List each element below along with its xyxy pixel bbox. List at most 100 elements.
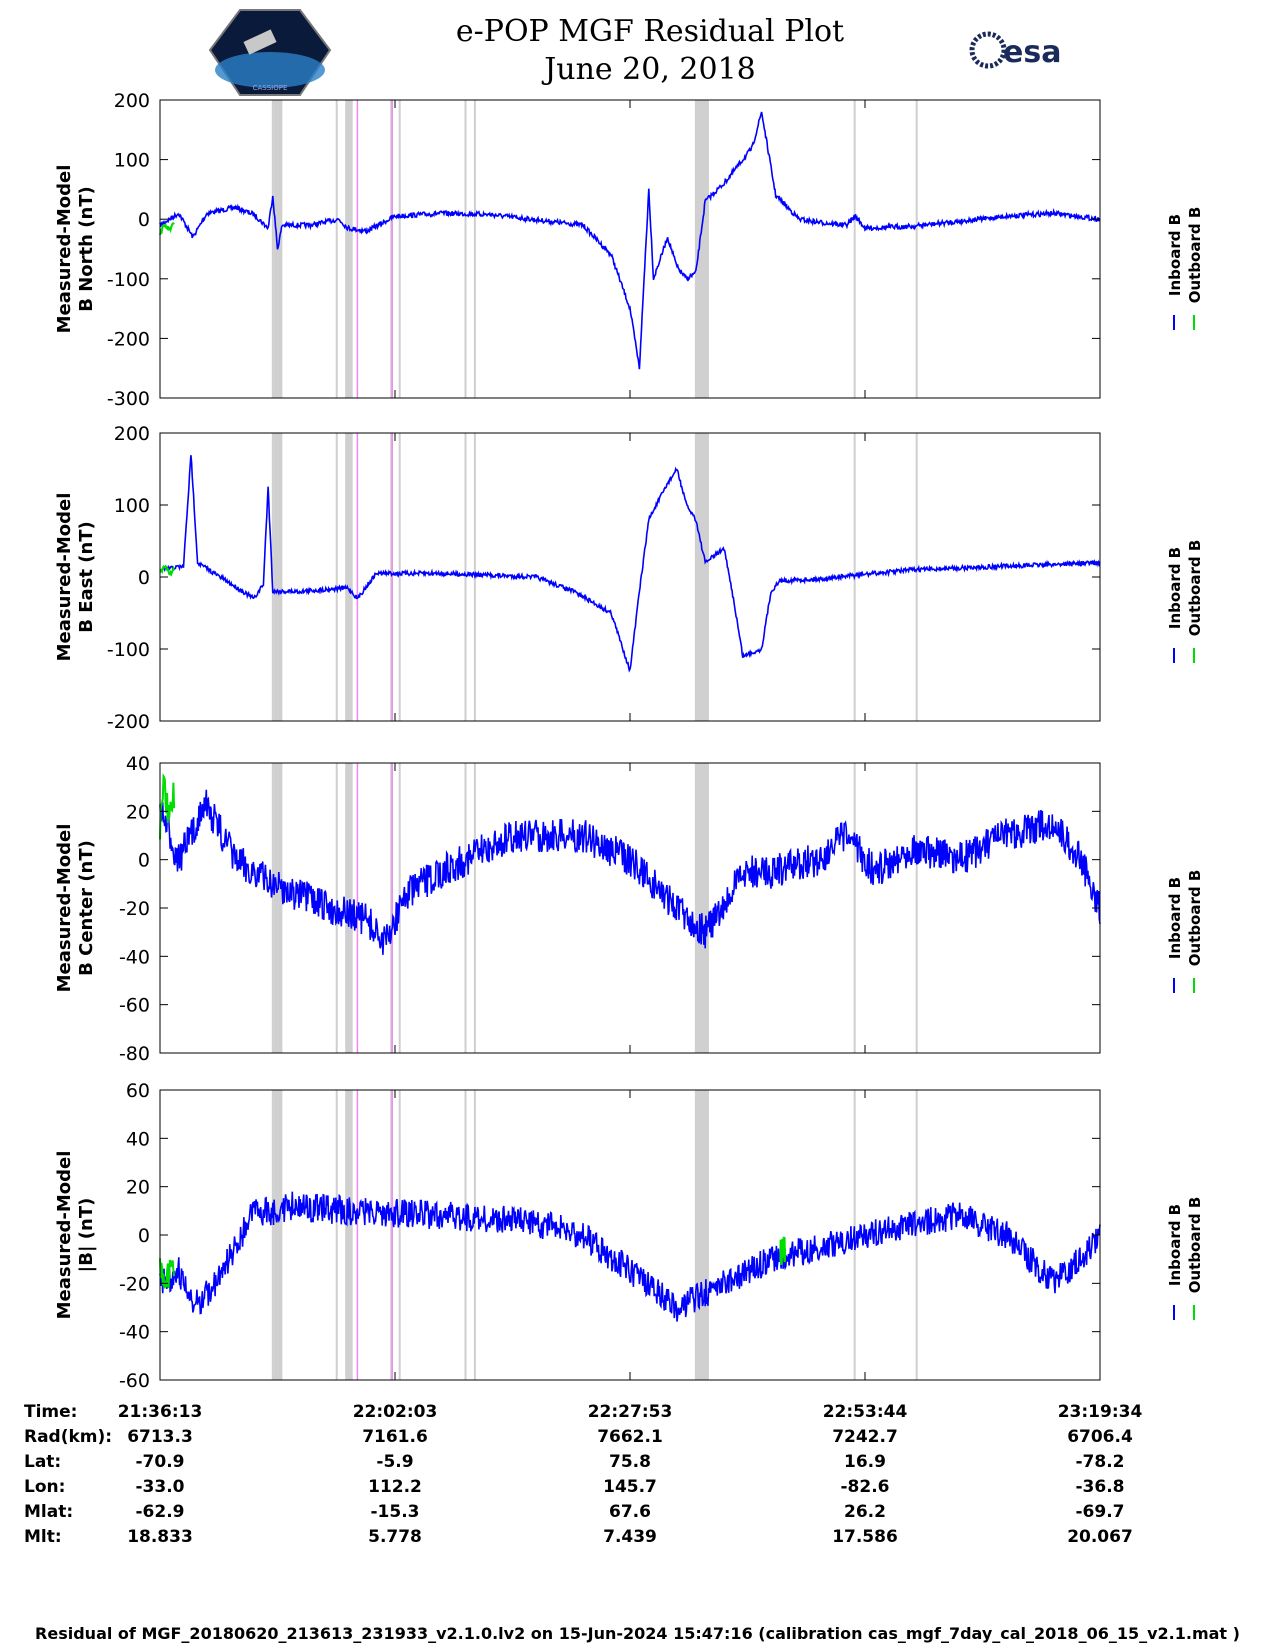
y-tick-label: -80	[119, 1043, 150, 1065]
y-tick-label: 200	[114, 423, 150, 445]
ephemeris-label: Mlt:	[24, 1527, 62, 1547]
y-tick-label: 200	[114, 90, 150, 112]
chart-title-line2: June 20, 2018	[544, 52, 756, 87]
y-tick-label: -40	[119, 946, 150, 968]
shaded-band	[273, 763, 283, 1053]
y-tick-label: -60	[119, 995, 150, 1017]
y-axis-label-line1: Measured-Model	[54, 824, 75, 993]
ephemeris-label: Lon:	[24, 1477, 66, 1497]
shaded-band	[694, 763, 709, 1053]
y-tick-label: 0	[138, 209, 150, 231]
inboard-series	[159, 455, 1101, 673]
y-tick-label: 100	[114, 150, 150, 172]
inboard-series	[159, 1191, 1101, 1322]
legend-outboard-label: Outboard B	[1186, 540, 1204, 637]
legend-inboard-label: Inboard B	[1166, 877, 1184, 959]
y-tick-label: -60	[119, 1370, 150, 1392]
ephemeris-label: Time:	[24, 1402, 78, 1422]
outboard-series	[159, 773, 176, 840]
ephemeris-value: 7662.1	[597, 1427, 663, 1447]
y-tick-label: -200	[107, 711, 150, 733]
y-axis-label-line2: B North (nT)	[76, 186, 97, 312]
y-tick-label: 40	[126, 1128, 150, 1150]
y-tick-label: 20	[126, 801, 150, 823]
y-tick-label: 20	[126, 1177, 150, 1199]
cassiope-logo: CASSIOPE	[208, 9, 332, 96]
ephemeris-value: 7.439	[603, 1527, 657, 1547]
y-tick-label: 60	[126, 1080, 150, 1102]
outboard-series	[159, 564, 176, 577]
panel-1: 200 100 0 -100 -200 -300 Measured-Model B North…	[54, 90, 1204, 410]
ephemeris-label: Lat:	[24, 1452, 62, 1472]
panel-3: 40 20 0 -20 -40 -60 -80 Measured-Model B Center …	[54, 753, 1204, 1065]
plot-frame	[159, 762, 1101, 1054]
ephemeris-value: 22:27:53	[587, 1402, 673, 1422]
ephemeris-value: 17.586	[832, 1527, 898, 1547]
shaded-band	[694, 1090, 709, 1380]
legend-outboard-label: Outboard B	[1186, 207, 1204, 304]
ephemeris-value: -70.9	[135, 1452, 185, 1472]
footer-caption: Residual of MGF_20180620_213613_231933_v…	[35, 1624, 1240, 1643]
ephemeris-value: 145.7	[603, 1477, 657, 1497]
inboard-series	[159, 789, 1101, 955]
ephemeris-value: 21:36:13	[117, 1402, 203, 1422]
y-tick-label: -200	[107, 328, 150, 350]
panel-2: 200 100 0 -100 -200 Measured-Model B East (nT)…	[54, 423, 1204, 733]
ephemeris-value: 22:02:03	[352, 1402, 438, 1422]
outboard-series	[159, 222, 175, 236]
ephemeris-value: -15.3	[370, 1502, 420, 1522]
y-tick-label: 0	[138, 567, 150, 589]
ephemeris-value: 6706.4	[1067, 1427, 1133, 1447]
ephemeris-label: Rad(km):	[24, 1427, 113, 1447]
inboard-series	[159, 111, 1101, 370]
y-tick-label: -20	[119, 1273, 150, 1295]
ephemeris-value: 5.778	[368, 1527, 422, 1547]
ephemeris-value: -62.9	[135, 1502, 185, 1522]
ephemeris-value: -33.0	[135, 1477, 185, 1497]
y-tick-label: -100	[107, 639, 150, 661]
ephemeris-value: 7242.7	[832, 1427, 898, 1447]
esa-logo: esa	[969, 31, 1061, 70]
ephemeris-value: 18.833	[127, 1527, 193, 1547]
ephemeris-value: 7161.6	[362, 1427, 428, 1447]
legend-inboard-label: Inboard B	[1166, 1204, 1184, 1286]
esa-logo-text: esa	[1003, 35, 1061, 70]
cassiope-logo-text: CASSIOPE	[253, 84, 288, 92]
y-tick-label: -100	[107, 269, 150, 291]
y-tick-label: 40	[126, 753, 150, 775]
ephemeris-value: -69.7	[1075, 1502, 1125, 1522]
chart-title-line1: e-POP MGF Residual Plot	[455, 14, 845, 49]
plot-frame	[159, 1089, 1101, 1381]
panel-4: 60 40 20 0 -20 -40 -60 Measured-Model |B| (nT) In…	[54, 1080, 1204, 1392]
y-tick-label: -300	[107, 388, 150, 410]
legend-inboard-label: Inboard B	[1166, 214, 1184, 296]
ephemeris-value: 6713.3	[127, 1427, 193, 1447]
plot-frame	[159, 99, 1101, 399]
y-tick-label: -40	[119, 1322, 150, 1344]
ephemeris-label: Mlat:	[24, 1502, 74, 1522]
y-tick-label: 100	[114, 495, 150, 517]
ephemeris-value: -36.8	[1075, 1477, 1125, 1497]
outboard-series	[159, 1236, 787, 1289]
y-tick-label: -20	[119, 898, 150, 920]
legend-inboard-label: Inboard B	[1166, 547, 1184, 629]
plot-frame	[159, 432, 1101, 722]
y-axis-label-line2: |B| (nT)	[76, 1198, 97, 1273]
ephemeris-value: 23:19:34	[1057, 1402, 1143, 1422]
y-tick-label: 0	[138, 850, 150, 872]
ephemeris-value: -82.6	[840, 1477, 890, 1497]
y-axis-label-line1: Measured-Model	[54, 165, 75, 334]
ephemeris-value: -78.2	[1075, 1452, 1125, 1472]
shaded-band	[694, 100, 709, 398]
ephemeris-value: 26.2	[844, 1502, 886, 1522]
ephemeris-value: 75.8	[609, 1452, 651, 1472]
y-axis-label-line1: Measured-Model	[54, 1151, 75, 1320]
shaded-band	[694, 433, 709, 721]
ephemeris-value: -5.9	[376, 1452, 414, 1472]
legend-outboard-label: Outboard B	[1186, 1197, 1204, 1294]
shaded-band	[273, 433, 283, 721]
y-axis-label-line2: B East (nT)	[76, 521, 97, 633]
ephemeris-value: 22:53:44	[822, 1402, 908, 1422]
shaded-band	[273, 1090, 283, 1380]
